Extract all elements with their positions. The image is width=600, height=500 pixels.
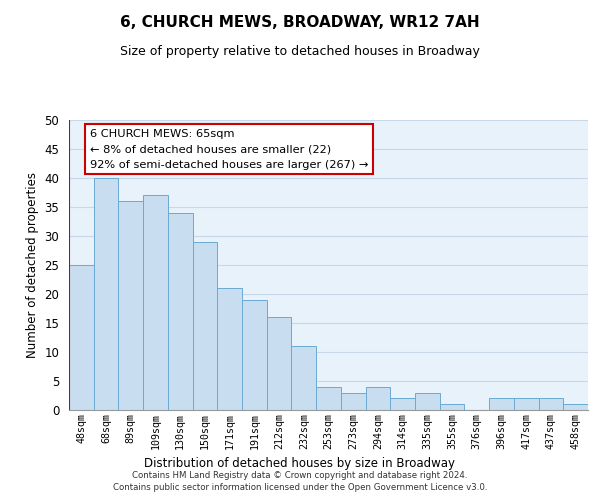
Bar — [118, 201, 143, 410]
Bar — [415, 392, 440, 410]
Bar — [94, 178, 118, 410]
Bar — [217, 288, 242, 410]
Bar — [563, 404, 588, 410]
Text: 6, CHURCH MEWS, BROADWAY, WR12 7AH: 6, CHURCH MEWS, BROADWAY, WR12 7AH — [120, 15, 480, 30]
Bar — [168, 213, 193, 410]
Bar — [440, 404, 464, 410]
Bar — [193, 242, 217, 410]
Bar — [69, 265, 94, 410]
Bar — [341, 392, 365, 410]
Bar — [489, 398, 514, 410]
Y-axis label: Number of detached properties: Number of detached properties — [26, 172, 39, 358]
Text: Distribution of detached houses by size in Broadway: Distribution of detached houses by size … — [145, 458, 455, 470]
Bar — [242, 300, 267, 410]
Text: Size of property relative to detached houses in Broadway: Size of property relative to detached ho… — [120, 45, 480, 58]
Text: Contains HM Land Registry data © Crown copyright and database right 2024.
Contai: Contains HM Land Registry data © Crown c… — [113, 471, 487, 492]
Bar — [390, 398, 415, 410]
Bar — [539, 398, 563, 410]
Bar — [292, 346, 316, 410]
Bar — [143, 196, 168, 410]
Bar — [514, 398, 539, 410]
Bar — [365, 387, 390, 410]
Bar — [316, 387, 341, 410]
Text: 6 CHURCH MEWS: 65sqm
← 8% of detached houses are smaller (22)
92% of semi-detach: 6 CHURCH MEWS: 65sqm ← 8% of detached ho… — [90, 128, 368, 170]
Bar — [267, 317, 292, 410]
